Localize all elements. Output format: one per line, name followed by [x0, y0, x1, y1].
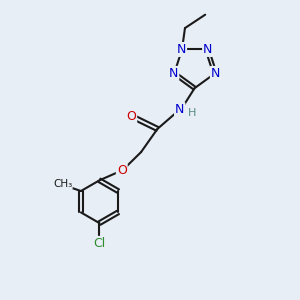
- Text: N: N: [211, 67, 220, 80]
- Text: N: N: [175, 103, 184, 116]
- Text: N: N: [203, 43, 212, 56]
- Text: O: O: [126, 110, 136, 123]
- Text: CH₃: CH₃: [53, 178, 72, 189]
- Text: Cl: Cl: [93, 237, 106, 250]
- Text: N: N: [177, 43, 186, 56]
- Text: H: H: [188, 108, 196, 118]
- Text: O: O: [117, 164, 127, 177]
- Text: N: N: [169, 67, 178, 80]
